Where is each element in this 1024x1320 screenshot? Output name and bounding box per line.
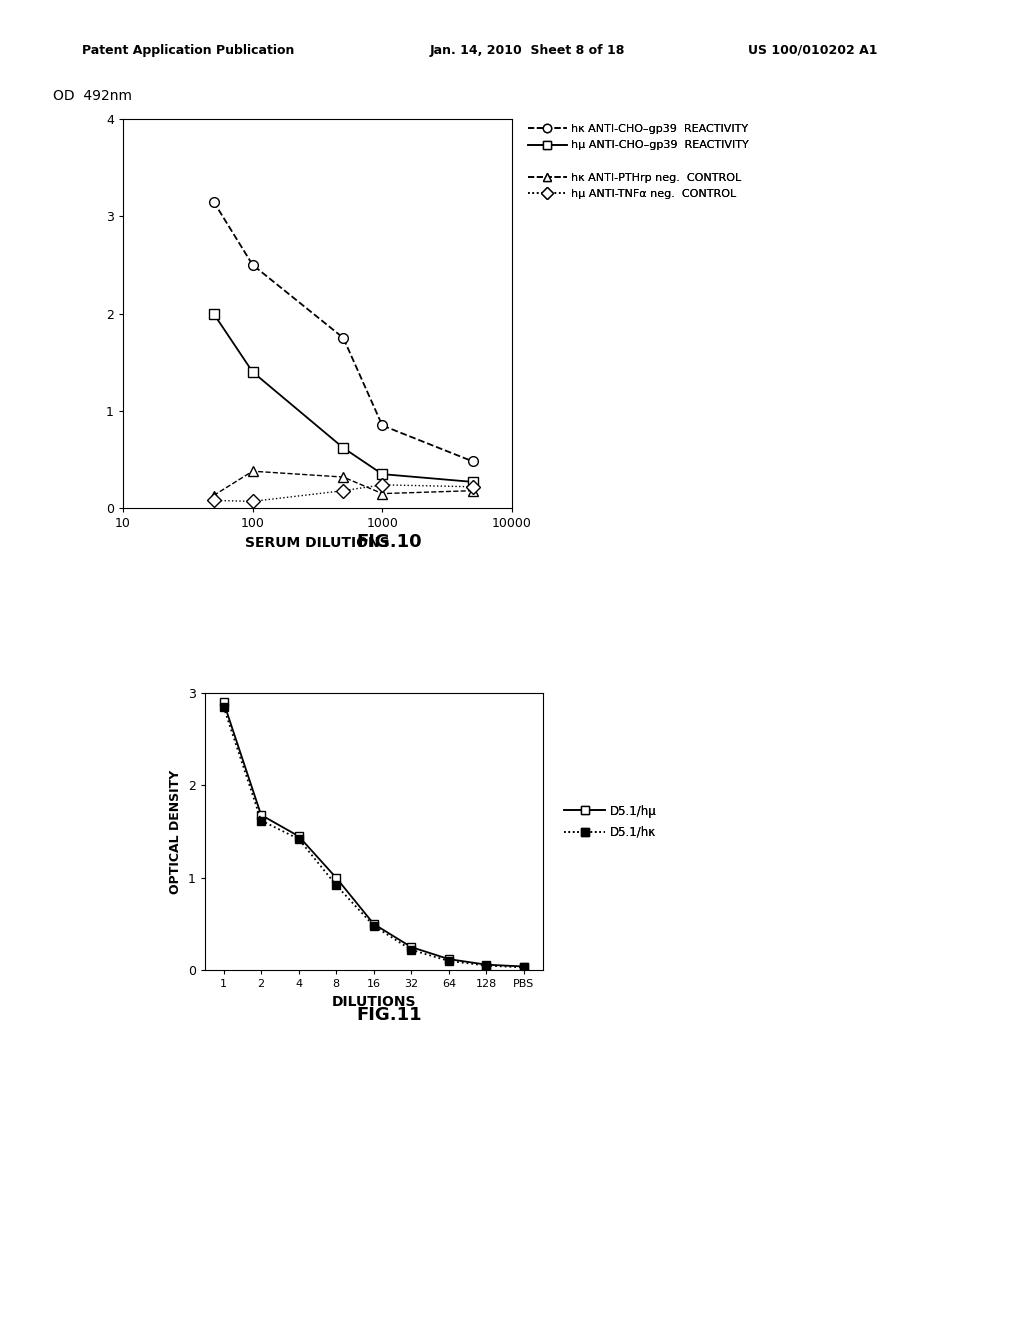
Legend: hκ ANTI-CHO–gp39  REACTIVITY, hμ ANTI-CHO–gp39  REACTIVITY, , hκ ANTI-PTHrp neg.: hκ ANTI-CHO–gp39 REACTIVITY, hμ ANTI-CHO… bbox=[527, 124, 749, 199]
Text: FIG.11: FIG.11 bbox=[356, 1006, 422, 1024]
Text: OD  492nm: OD 492nm bbox=[53, 90, 132, 103]
Text: US 100/010202 A1: US 100/010202 A1 bbox=[748, 44, 877, 57]
Text: Patent Application Publication: Patent Application Publication bbox=[82, 44, 294, 57]
Text: Jan. 14, 2010  Sheet 8 of 18: Jan. 14, 2010 Sheet 8 of 18 bbox=[430, 44, 626, 57]
X-axis label: SERUM DILUTIONS: SERUM DILUTIONS bbox=[245, 536, 390, 550]
Y-axis label: OPTICAL DENSITY: OPTICAL DENSITY bbox=[169, 770, 182, 894]
Text: FIG.10: FIG.10 bbox=[356, 533, 422, 552]
X-axis label: DILUTIONS: DILUTIONS bbox=[332, 995, 416, 1008]
Legend: D5.1/hμ, D5.1/hκ: D5.1/hμ, D5.1/hκ bbox=[564, 804, 656, 838]
